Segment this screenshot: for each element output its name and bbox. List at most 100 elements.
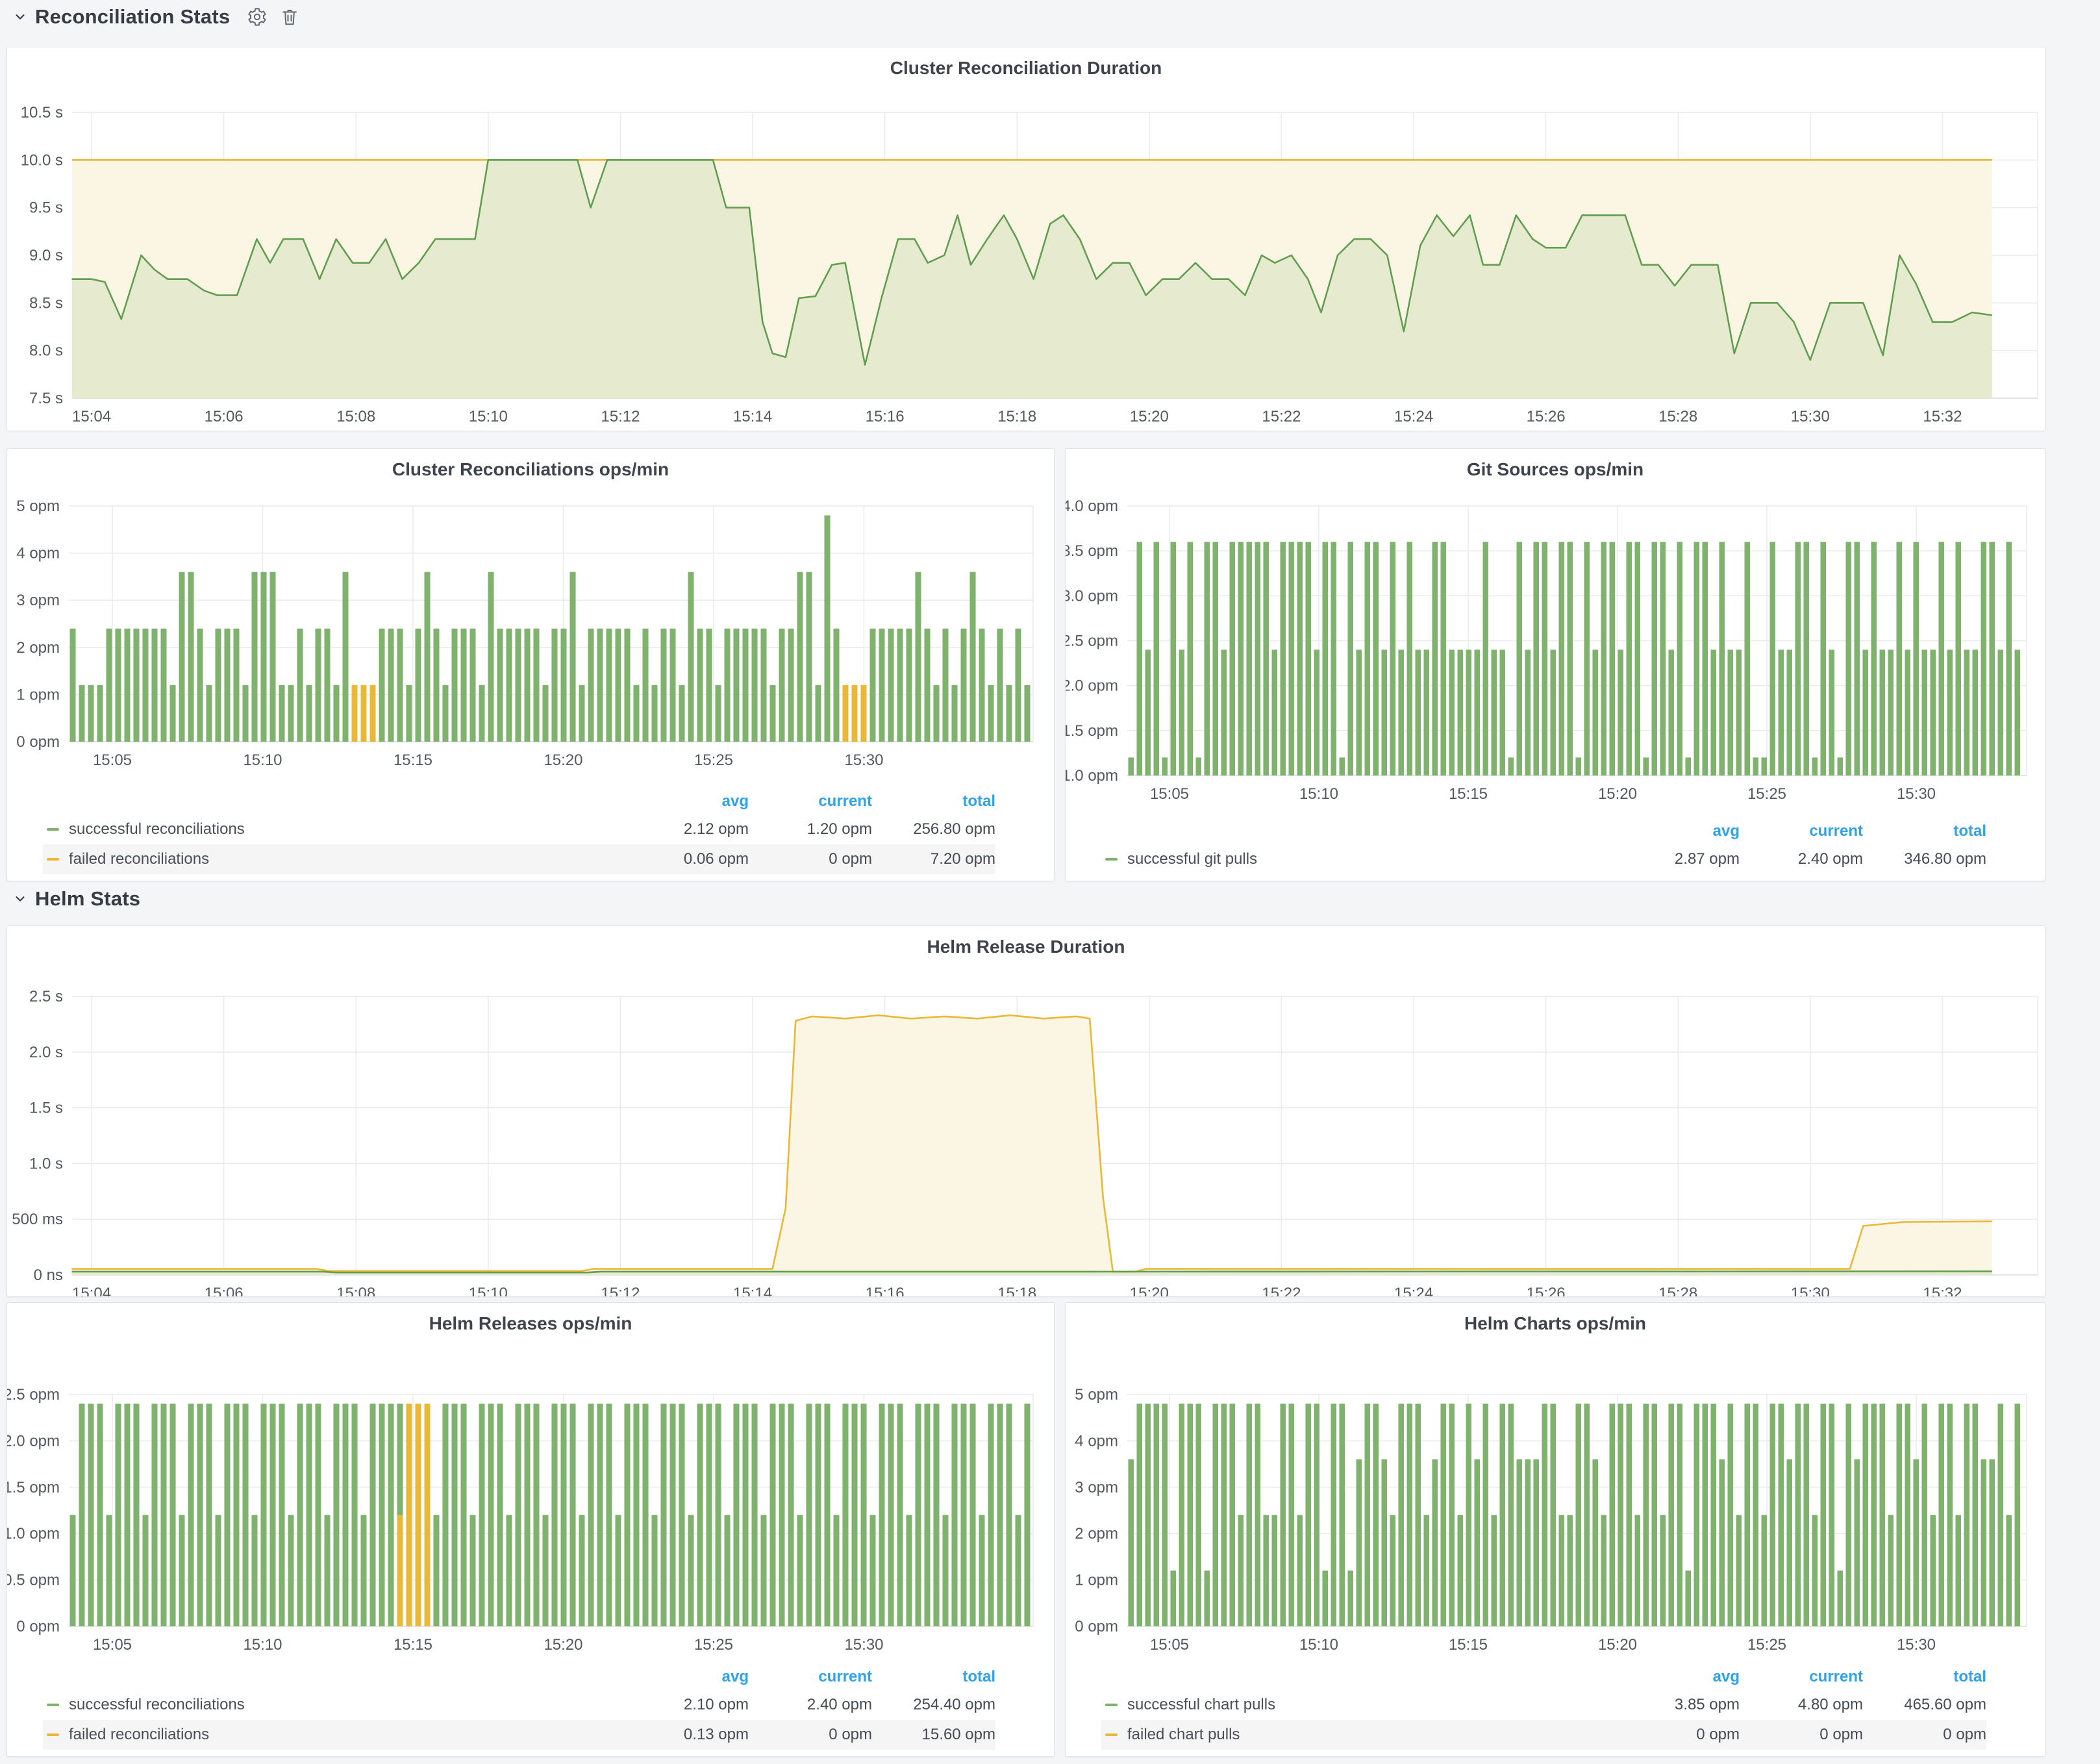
gear-icon[interactable] [245,5,269,29]
bar-successful [1136,542,1142,775]
series-avg: 2.87 opm [1674,850,1740,868]
helm-releases-chart-canvas[interactable]: 0 opm 0.5 opm 1.0 opm 1.5 opm 2.0 opm 2.5 opm… [7,1303,1054,1756]
x-axis-tick: 15:16 [866,1285,905,1296]
bar-successful [1499,649,1505,775]
bar-successful [851,1404,858,1626]
bar-successful [606,1404,612,1626]
bar-successful [1727,649,1733,775]
panel-title[interactable]: Helm Releases ops/min [429,1313,632,1333]
x-axis-tick: 15:32 [1923,408,1962,425]
y-axis-tick: 1 opm [1075,1572,1118,1589]
series-label[interactable]: failed chart pulls [1127,1726,1240,1743]
series-label[interactable]: failed reconciliations [69,1726,210,1743]
row-helm-stats[interactable]: Helm Stats [12,885,140,913]
x-axis-tick: 15:30 [844,751,883,769]
y-axis-tick: 2.5 s [29,988,63,1005]
x-axis-tick: 15:30 [1791,408,1830,425]
bar-successful [1710,1404,1716,1626]
legend-col-avg[interactable]: avg [1712,822,1740,840]
legend-row[interactable]: successful git pulls 2.87 opm 2.40 opm 3… [1101,844,1986,874]
cluster-reconciliations-chart-canvas[interactable]: 0 opm 1 opm 2 opm 3 opm 4 opm 5 opm 15:05 15:10… [7,449,1054,881]
helm-release-duration-chart-canvas[interactable]: 0 ns 500 ms 1.0 s 1.5 s 2.0 s 2.5 s 15:04 15:06… [7,926,2045,1296]
legend-col-avg[interactable]: avg [721,792,749,810]
legend-col-total[interactable]: total [962,1668,995,1685]
row-title[interactable]: Helm Stats [35,887,141,910]
bar-successful [1542,1404,1547,1626]
legend-row[interactable]: failed reconciliations 0.13 opm 0 opm 15… [43,1720,995,1750]
bar-successful [606,628,612,742]
bar-successful [1263,1515,1269,1626]
trash-icon[interactable] [278,5,301,29]
bar-successful [1845,542,1851,775]
series-current: 0 opm [829,850,872,868]
legend-row[interactable]: successful reconciliations 2.10 opm 2.40… [43,1690,995,1720]
bar-successful [542,685,549,742]
chevron-down-icon[interactable] [12,890,29,907]
cluster-reconciliation-duration-chart-canvas[interactable]: 7.5 s 8.0 s 8.5 s 9.0 s 9.5 s 10.0 s 10.5 s 15:… [7,47,2045,431]
bar-successful [1989,1459,1995,1626]
row-title[interactable]: Reconciliation Stats [35,5,231,28]
bar-successful [1601,542,1606,775]
x-axis-tick: 15:24 [1394,1285,1433,1296]
bar-successful [624,628,631,742]
bar-successful [1466,1404,1471,1626]
bar-successful [733,628,740,742]
bar-successful [115,1404,121,1626]
bar-failed [860,685,867,742]
legend-col-current[interactable]: current [818,792,872,810]
legend-col-total[interactable]: total [962,792,995,810]
panel-title[interactable]: Cluster Reconciliation Duration [890,58,1162,78]
bar-successful [733,1404,740,1626]
bar-successful [1795,1404,1801,1626]
legend-col-total[interactable]: total [1953,1668,1986,1685]
series-label[interactable]: successful chart pulls [1127,1696,1276,1713]
series-label[interactable]: successful reconciliations [69,820,245,838]
bar-successful [1136,1404,1142,1626]
x-axis-tick: 15:32 [1923,1285,1962,1296]
bar-successful [560,1404,567,1626]
bar-failed [351,685,358,742]
bar-successful [1685,757,1691,775]
legend-col-avg[interactable]: avg [1712,1668,1740,1685]
bar-successful [1024,685,1031,742]
x-axis-tick: 15:28 [1658,1285,1697,1296]
bar-successful [1955,1515,1961,1626]
legend-row[interactable]: failed chart pulls 0 opm 0 opm 0 opm [1101,1720,1986,1750]
bar-successful [1373,542,1379,775]
series-label[interactable]: failed reconciliations [69,850,210,868]
x-axis-tick: 15:05 [93,1636,132,1654]
bar-successful [1947,1404,1953,1626]
panel-title[interactable]: Cluster Reconciliations ops/min [392,459,669,479]
panel-helm-charts-opm: Helm Charts ops/min 0 opm 1 opm 2 opm 3 opm… [1065,1302,2045,1757]
bar-successful [1533,1459,1539,1626]
bar-successful [324,628,331,742]
legend-row[interactable]: successful chart pulls 3.85 opm 4.80 opm… [1101,1690,1986,1720]
bar-successful [697,628,703,742]
legend-col-avg[interactable]: avg [721,1668,749,1685]
bar-successful [742,628,749,742]
helm-charts-chart-canvas[interactable]: 0 opm 1 opm 2 opm 3 opm 4 opm 5 opm 15:05 15:10… [1066,1303,2045,1756]
bar-successful [1938,1404,1944,1626]
legend-row[interactable]: failed reconciliations 0.06 opm 0 opm 7.… [43,844,995,874]
legend-col-total[interactable]: total [1953,822,1986,840]
bar-successful [124,1404,131,1626]
panel-title[interactable]: Git Sources ops/min [1466,459,1644,479]
legend-col-current[interactable]: current [1809,822,1863,840]
bar-successful [542,1515,549,1626]
bar-successful [551,628,558,742]
bar-successful [333,685,340,742]
row-reconciliation-stats[interactable]: Reconciliation Stats [12,3,301,31]
bar-successful [1229,542,1235,775]
bar-successful [960,1404,967,1626]
legend-col-current[interactable]: current [1809,1668,1863,1685]
series-label[interactable]: successful git pulls [1127,850,1258,868]
series-label[interactable]: successful reconciliations [69,1696,245,1713]
legend-row[interactable]: successful reconciliations 2.12 opm 1.20… [43,814,995,844]
bar-successful [315,1404,321,1626]
panel-title[interactable]: Helm Charts ops/min [1464,1313,1647,1333]
chevron-down-icon[interactable] [12,8,29,25]
legend-col-current[interactable]: current [818,1668,872,1685]
git-sources-chart-canvas[interactable]: 1.0 opm 1.5 opm 2.0 opm 2.5 opm 3.0 opm 3.5 o… [1066,449,2045,881]
panel-title[interactable]: Helm Release Duration [927,937,1125,957]
bar-successful [951,685,958,742]
